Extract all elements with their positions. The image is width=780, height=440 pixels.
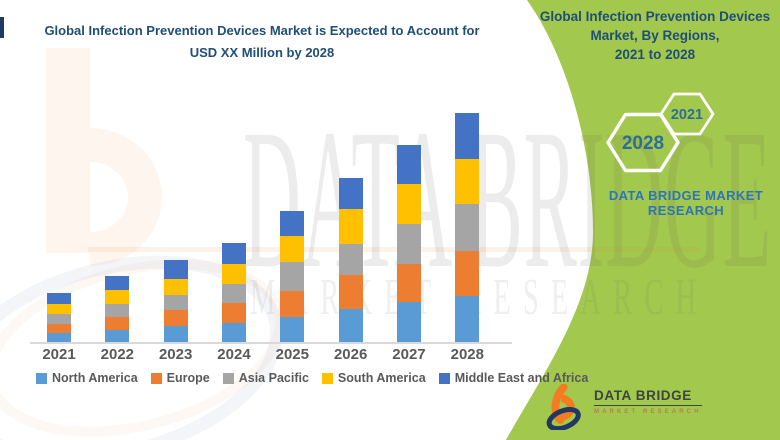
bar-2025 [280, 211, 305, 342]
bar-segment-2021-middle-east-and-africa [47, 292, 71, 304]
logo-swirl [546, 406, 581, 430]
bar-segment-2022-south-america [105, 290, 130, 304]
bar-segment-2021-asia-pacific [47, 314, 71, 324]
bar-segment-2024-south-america [221, 263, 246, 284]
sidebar-title-line2: Market, By Regions, [590, 28, 720, 43]
bar-2022 [105, 276, 130, 342]
x-axis-label-2022: 2022 [100, 346, 135, 363]
plot-area [30, 100, 512, 344]
legend-item-asia-pacific: Asia Pacific [222, 371, 309, 385]
legend-label: Asia Pacific [238, 371, 309, 385]
logo-text: DATA BRIDGE MARKET RESEARCH [594, 388, 702, 415]
bar-segment-2028-north-america [455, 296, 480, 342]
bar-2026 [338, 177, 363, 342]
hexagon-2028-label: 2028 [622, 133, 664, 154]
year-hexagons: 2028 2021 [606, 92, 715, 173]
bar-segment-2022-asia-pacific [105, 304, 130, 317]
sidebar-title-line3: 2021 to 2028 [614, 47, 696, 62]
bar-segment-2028-south-america [455, 158, 480, 204]
bar-segment-2025-south-america [280, 235, 305, 262]
legend-item-middle-east-and-africa: Middle East and Africa [438, 371, 589, 385]
legend-swatch [438, 372, 450, 384]
bar-segment-2024-north-america [221, 322, 246, 342]
x-axis-label-2026: 2026 [333, 346, 368, 363]
legend-swatch [150, 372, 162, 384]
bar-segment-2022-europe [105, 317, 130, 330]
legend-label: Middle East and Africa [454, 371, 589, 385]
hexagon-2021-label: 2021 [671, 107, 703, 123]
logo-subtitle: MARKET RESEARCH [594, 409, 702, 415]
bar-segment-2025-middle-east-and-africa [280, 211, 305, 236]
hexagon-2021 [659, 92, 715, 136]
bar-segment-2028-asia-pacific [455, 204, 480, 251]
chart-legend: North America Europe Asia Pacific South Ame… [36, 371, 588, 385]
chart-title-line2: USD XX Million by 2028 [189, 45, 335, 60]
bar-segment-2023-middle-east-and-africa [163, 260, 188, 279]
databridge-logo: DATA BRIDGE MARKET RESEARCH [546, 384, 702, 430]
bar-segment-2028-middle-east-and-africa [455, 113, 480, 159]
bar-segment-2026-south-america [338, 208, 363, 244]
bar-segment-2022-north-america [105, 330, 130, 342]
bar-segment-2025-north-america [280, 317, 305, 342]
bar-segment-2027-asia-pacific [396, 223, 421, 264]
bar-segment-2024-asia-pacific [221, 283, 246, 303]
bar-segment-2024-europe [221, 302, 246, 323]
logo-name: DATA BRIDGE [594, 388, 702, 406]
sidebar-brand-line2: RESEARCH [647, 203, 725, 218]
chart-title-line1: Global Infection Prevention Devices Mark… [44, 23, 480, 38]
legend-item-north-america: North America [36, 371, 138, 385]
bar-segment-2021-europe [47, 323, 71, 333]
x-axis-label-2028: 2028 [450, 346, 484, 363]
legend-swatch [36, 372, 47, 384]
x-axis-label-2023: 2023 [158, 346, 193, 363]
bar-segment-2023-asia-pacific [163, 294, 188, 310]
legend-label: Europe [166, 371, 210, 385]
bar-segment-2026-middle-east-and-africa [338, 177, 363, 209]
bar-2024 [221, 242, 246, 342]
bar-2027 [396, 145, 421, 342]
left-edge-accent [0, 17, 4, 38]
legend-label: South America [337, 371, 426, 385]
legend-item-europe: Europe [150, 371, 210, 385]
bar-segment-2026-north-america [338, 308, 363, 342]
sidebar-brand-text: DATA BRIDGE MARKET RESEARCH [597, 188, 775, 218]
bar-segment-2027-south-america [396, 184, 421, 224]
x-axis-label-2024: 2024 [217, 346, 251, 363]
bar-segment-2025-asia-pacific [280, 262, 305, 291]
bar-segment-2027-middle-east-and-africa [396, 145, 421, 184]
logo-b-stem [551, 384, 568, 424]
bar-segment-2022-middle-east-and-africa [105, 276, 130, 290]
legend-item-south-america: South America [321, 371, 426, 385]
sidebar-title: Global Infection Prevention Devices Mark… [530, 7, 780, 64]
bar-2021 [47, 292, 71, 342]
x-axis-labels: 2021 2022 2023 2024 2025 2026 2027 2028 [30, 346, 512, 366]
x-axis-label-2027: 2027 [392, 346, 426, 363]
bar-segment-2026-asia-pacific [338, 243, 363, 275]
bar-segment-2026-europe [338, 275, 363, 309]
bar-segment-2027-north-america [396, 302, 421, 342]
bar-segment-2021-south-america [47, 303, 71, 314]
databridge-logo-icon [546, 384, 581, 430]
bar-segment-2023-europe [163, 309, 188, 326]
x-axis-label-2025: 2025 [275, 346, 309, 363]
legend-label: North America [52, 371, 138, 385]
x-axis-label-2021: 2021 [42, 346, 76, 363]
bar-segment-2023-south-america [163, 278, 188, 295]
sidebar-title-line1: Global Infection Prevention Devices [539, 9, 771, 24]
bar-segment-2028-europe [455, 250, 480, 296]
sidebar-brand-line1: DATA BRIDGE MARKET [608, 188, 764, 203]
chart-title: Global Infection Prevention Devices Mark… [12, 20, 512, 64]
bar-2023 [163, 260, 188, 342]
bar-segment-2021-north-america [47, 333, 71, 342]
legend-swatch [321, 372, 333, 384]
bar-2028 [455, 113, 480, 342]
hexagon-2028 [606, 112, 680, 173]
bar-segment-2027-europe [396, 263, 421, 302]
bar-segment-2023-north-america [163, 326, 188, 342]
bar-segment-2024-middle-east-and-africa [221, 242, 246, 264]
bar-segment-2025-europe [280, 290, 305, 317]
legend-swatch [222, 372, 234, 384]
